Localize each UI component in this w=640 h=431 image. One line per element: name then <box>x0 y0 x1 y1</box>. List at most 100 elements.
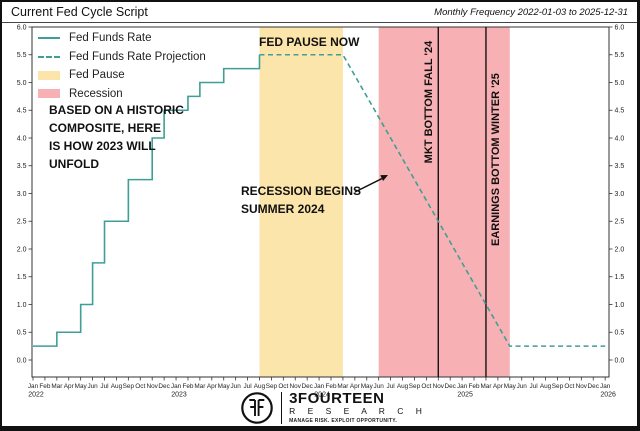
y-tick-label: 5.0 <box>17 80 27 87</box>
x-tick-label: Jul <box>100 383 108 390</box>
x-tick-label: Dec <box>301 383 313 390</box>
brand-footer: 3FOURTEEN R E S E A R C H MANAGE RISK. E… <box>16 390 637 425</box>
x-tick-label: Apr <box>493 383 504 390</box>
plot-border <box>31 26 610 378</box>
y-tick-label: 4.0 <box>17 135 27 142</box>
header-divider <box>2 22 637 23</box>
x-year-label: 2026 <box>600 392 616 399</box>
fed-pause-swatch-icon <box>38 70 60 80</box>
x-tick-label: Jan <box>457 383 468 390</box>
x-tick-label: Sep <box>409 383 421 390</box>
y-tick-label: 4.5 <box>17 108 27 115</box>
x-tick-label: Nov <box>576 383 588 390</box>
y-tick-label: 3.0 <box>17 191 27 198</box>
brand-name: 3FOURTEEN <box>289 390 385 407</box>
x-tick-label: Mar <box>337 383 349 390</box>
x-tick-label: Jan <box>171 383 182 390</box>
event-label-earnings-bottom: EARNINGS BOTTOM WINTER '25 <box>490 73 502 246</box>
y-tick-label: 0.0 <box>615 357 625 364</box>
legend-label: Recession <box>69 87 123 100</box>
chart-subtitle: Monthly Frequency 2022-01-03 to 2025-12-… <box>434 7 628 18</box>
brand-logo-icon <box>241 392 273 424</box>
x-year-label: 2022 <box>28 392 44 399</box>
x-tick-label: May <box>218 383 231 390</box>
chart-title: Current Fed Cycle Script <box>11 5 148 19</box>
band-recession <box>378 27 510 377</box>
x-tick-label: Feb <box>325 383 336 390</box>
x-tick-label: May <box>75 383 88 390</box>
brand-subname: R E S E A R C H <box>289 406 427 416</box>
x-tick-label: Feb <box>182 383 193 390</box>
y-tick-label: 4.0 <box>615 135 625 142</box>
x-tick-label: Apr <box>64 383 75 390</box>
x-tick-label: Jun <box>87 383 98 390</box>
x-tick-label: Dec <box>445 383 457 390</box>
y-tick-label: 2.5 <box>17 219 27 226</box>
x-tick-label: Jan <box>28 383 39 390</box>
annotation-arrow-line <box>354 177 383 193</box>
annotation-arrow-head <box>380 175 388 181</box>
y-tick-label: 0.5 <box>17 330 27 337</box>
brand-tagline: MANAGE RISK. EXPLOIT OPPORTUNITY. <box>289 418 398 424</box>
y-tick-label: 0.5 <box>615 330 625 337</box>
x-tick-label: Feb <box>39 383 50 390</box>
y-tick-label: 3.5 <box>615 163 625 170</box>
annotation-recession-begins: RECESSION BEGINS SUMMER 2024 <box>241 184 362 216</box>
y-tick-label: 5.0 <box>615 80 625 87</box>
y-tick-label: 6.0 <box>615 24 625 31</box>
x-tick-label: Sep <box>266 383 278 390</box>
x-tick-label: Mar <box>51 383 63 390</box>
y-tick-label: 4.5 <box>615 108 625 115</box>
x-tick-label: Jun <box>230 383 241 390</box>
brand-text-block: 3FOURTEEN R E S E A R C H MANAGE RISK. E… <box>281 390 427 424</box>
y-tick-label: 3.5 <box>17 163 27 170</box>
y-tick-label: 5.5 <box>17 52 27 59</box>
x-tick-label: Oct <box>278 383 288 390</box>
fed-funds-projection-line <box>259 53 606 347</box>
y-tick-label: 2.0 <box>17 246 27 253</box>
x-tick-label: May <box>504 383 517 390</box>
x-tick-label: Oct <box>135 383 145 390</box>
x-tick-label: Aug <box>111 383 123 390</box>
y-tick-label: 3.0 <box>615 191 625 198</box>
legend-item-projection: Fed Funds Rate Projection <box>38 48 206 67</box>
y-tick-label: 6.0 <box>17 24 27 31</box>
x-tick-label: Dec <box>588 383 600 390</box>
legend: Fed Funds Rate Fed Funds Rate Projection… <box>38 29 206 103</box>
x-tick-label: Oct <box>421 383 431 390</box>
y-tick-label: 2.5 <box>615 219 625 226</box>
y-tick-label: 1.5 <box>17 274 27 281</box>
legend-item-fed-funds: Fed Funds Rate <box>38 29 206 48</box>
x-tick-label: Jan <box>314 383 325 390</box>
legend-label: Fed Funds Rate <box>69 32 152 45</box>
x-tick-label: Mar <box>480 383 492 390</box>
x-tick-label: Nov <box>147 383 159 390</box>
y-tick-label: 0.0 <box>17 357 27 364</box>
x-tick-label: Jul <box>530 383 538 390</box>
y-tick-label: 1.0 <box>17 302 27 309</box>
x-tick-label: Mar <box>194 383 206 390</box>
x-tick-label: Jul <box>243 383 251 390</box>
x-tick-label: Apr <box>207 383 218 390</box>
dashed-line-swatch-icon <box>38 55 60 58</box>
legend-label: Fed Pause <box>69 69 125 82</box>
annotation-fed-pause-now: FED PAUSE NOW <box>259 35 360 49</box>
legend-item-fed-pause: Fed Pause <box>38 66 206 85</box>
x-tick-label: Nov <box>290 383 302 390</box>
x-tick-label: Aug <box>397 383 409 390</box>
event-label-mkt-bottom: MKT BOTTOM FALL '24 <box>423 40 435 164</box>
y-tick-label: 1.5 <box>615 274 625 281</box>
x-year-label: 2023 <box>171 392 187 399</box>
x-year-label: 2025 <box>457 392 473 399</box>
y-tick-label: 2.0 <box>615 246 625 253</box>
band-fed-pause <box>259 27 343 377</box>
x-tick-label: Feb <box>469 383 480 390</box>
x-tick-label: Jun <box>374 383 385 390</box>
x-tick-label: Apr <box>350 383 361 390</box>
x-tick-label: Dec <box>158 383 170 390</box>
x-tick-label: May <box>361 383 374 390</box>
x-tick-label: Jan <box>600 383 611 390</box>
annotation-historic-composite: BASED ON A HISTORIC COMPOSITE, HERE IS H… <box>49 103 184 171</box>
x-tick-label: Aug <box>540 383 552 390</box>
